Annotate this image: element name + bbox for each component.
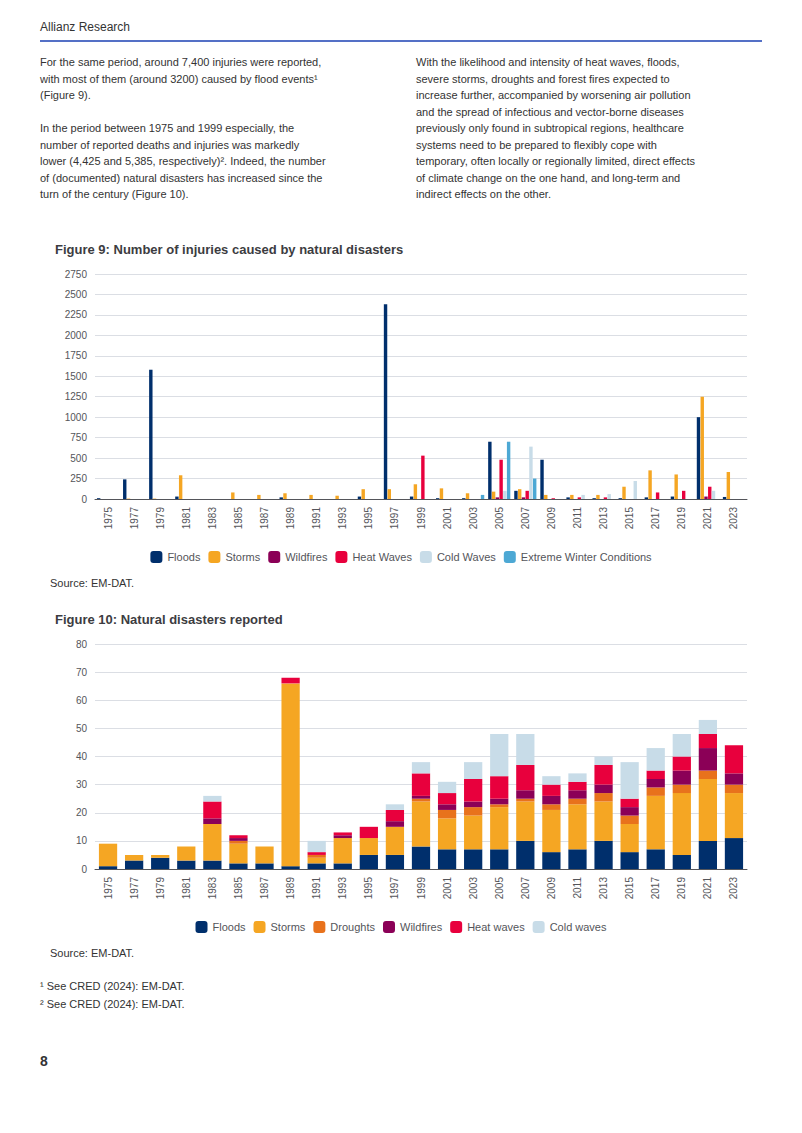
svg-text:1975: 1975: [103, 877, 114, 900]
svg-text:2003: 2003: [468, 507, 479, 530]
svg-text:1999: 1999: [416, 877, 427, 900]
svg-text:2011: 2011: [572, 877, 583, 899]
html-text:With the likelihood and intens: With the likelihood and intensity of hea…: [416, 56, 695, 200]
svg-text:Wildfires: Wildfires: [400, 921, 443, 933]
svg-text:1000: 1000: [65, 412, 88, 423]
svg-text:1991: 1991: [311, 507, 322, 530]
svg-text:750: 750: [70, 432, 87, 443]
svg-text:1991: 1991: [311, 877, 322, 900]
svg-text:Wildfires: Wildfires: [285, 551, 328, 563]
svg-text:1997: 1997: [389, 507, 400, 530]
svg-text:1985: 1985: [233, 877, 244, 900]
svg-text:2007: 2007: [520, 877, 531, 900]
svg-text:250: 250: [70, 473, 87, 484]
svg-text:2015: 2015: [624, 507, 635, 530]
svg-text:1250: 1250: [65, 391, 88, 402]
svg-text:2023: 2023: [728, 877, 739, 900]
svg-text:20: 20: [76, 807, 88, 818]
svg-text:1977: 1977: [129, 877, 140, 900]
svg-text:2021: 2021: [702, 877, 713, 900]
svg-text:2009: 2009: [546, 877, 557, 900]
svg-text:1987: 1987: [259, 877, 270, 900]
svg-text:1750: 1750: [65, 350, 88, 361]
svg-text:1989: 1989: [285, 877, 296, 900]
svg-text:Storms: Storms: [271, 921, 306, 933]
svg-text:0: 0: [81, 864, 87, 875]
svg-text:1993: 1993: [337, 507, 348, 530]
svg-text:2001: 2001: [442, 877, 453, 900]
html-text:For the same period, around 7,: For the same period, around 7,400 injuri…: [40, 56, 326, 200]
svg-text:1989: 1989: [285, 507, 296, 530]
svg-text:2017: 2017: [650, 507, 661, 530]
svg-text:60: 60: [76, 695, 88, 706]
svg-text:1993: 1993: [337, 877, 348, 900]
svg-text:1975: 1975: [103, 507, 114, 530]
html-text:Allianz Research: Allianz Research: [40, 20, 130, 34]
html-text:¹ See CRED (2024): EM-DAT.: ¹ See CRED (2024): EM-DAT.: [40, 980, 185, 992]
svg-text:2000: 2000: [65, 330, 88, 341]
svg-text:2005: 2005: [494, 507, 505, 530]
svg-text:Heat waves: Heat waves: [467, 921, 525, 933]
svg-text:1997: 1997: [389, 877, 400, 900]
svg-text:Heat Waves: Heat Waves: [352, 551, 412, 563]
svg-text:1979: 1979: [155, 877, 166, 900]
svg-text:50: 50: [76, 723, 88, 734]
svg-text:2001: 2001: [442, 507, 453, 530]
svg-text:1987: 1987: [259, 507, 270, 530]
svg-text:Figure 9: Number of injuries c: Figure 9: Number of injuries caused by n…: [55, 242, 403, 257]
html-text:² See CRED (2024): EM-DAT.: ² See CRED (2024): EM-DAT.: [40, 997, 185, 1010]
svg-text:Source: EM-DAT.: Source: EM-DAT.: [50, 947, 134, 959]
svg-text:1999: 1999: [416, 507, 427, 530]
svg-text:Floods: Floods: [167, 551, 201, 563]
svg-text:Droughts: Droughts: [330, 921, 375, 933]
svg-text:0: 0: [81, 494, 87, 505]
svg-text:Source: EM-DAT.: Source: EM-DAT.: [50, 577, 134, 589]
svg-text:2013: 2013: [598, 507, 609, 530]
svg-text:1977: 1977: [129, 507, 140, 530]
svg-text:2003: 2003: [468, 877, 479, 900]
svg-text:500: 500: [70, 453, 87, 464]
svg-text:70: 70: [76, 667, 88, 678]
svg-text:1985: 1985: [233, 507, 244, 530]
svg-text:30: 30: [76, 779, 88, 790]
svg-text:2019: 2019: [676, 877, 687, 900]
svg-text:2019: 2019: [676, 507, 687, 530]
svg-text:2013: 2013: [598, 877, 609, 900]
svg-text:1995: 1995: [363, 507, 374, 530]
svg-text:1983: 1983: [207, 507, 218, 530]
svg-text:2250: 2250: [65, 309, 88, 320]
svg-text:2005: 2005: [494, 877, 505, 900]
svg-text:Floods: Floods: [213, 921, 247, 933]
svg-text:1983: 1983: [207, 877, 218, 900]
svg-text:40: 40: [76, 751, 88, 762]
svg-text:2007: 2007: [520, 507, 531, 530]
svg-text:Storms: Storms: [225, 551, 260, 563]
svg-text:1995: 1995: [363, 877, 374, 900]
svg-text:2009: 2009: [546, 507, 557, 530]
svg-text:2011: 2011: [572, 507, 583, 529]
svg-text:2021: 2021: [702, 507, 713, 530]
svg-text:2017: 2017: [650, 877, 661, 900]
svg-text:2015: 2015: [624, 877, 635, 900]
html-text:8: 8: [40, 1053, 48, 1070]
svg-text:1981: 1981: [181, 877, 192, 900]
svg-text:10: 10: [76, 835, 88, 846]
svg-text:1979: 1979: [155, 507, 166, 530]
svg-text:80: 80: [76, 639, 88, 650]
svg-text:1500: 1500: [65, 371, 88, 382]
svg-text:Cold waves: Cold waves: [550, 921, 607, 933]
svg-text:2750: 2750: [65, 269, 88, 280]
svg-text:2023: 2023: [728, 507, 739, 530]
svg-text:Extreme Winter Conditions: Extreme Winter Conditions: [521, 551, 652, 563]
svg-text:2500: 2500: [65, 289, 88, 300]
svg-text:Figure 10: Natural disasters r: Figure 10: Natural disasters reported: [55, 612, 283, 627]
svg-text:1981: 1981: [181, 507, 192, 530]
svg-text:Cold Waves: Cold Waves: [437, 551, 496, 563]
